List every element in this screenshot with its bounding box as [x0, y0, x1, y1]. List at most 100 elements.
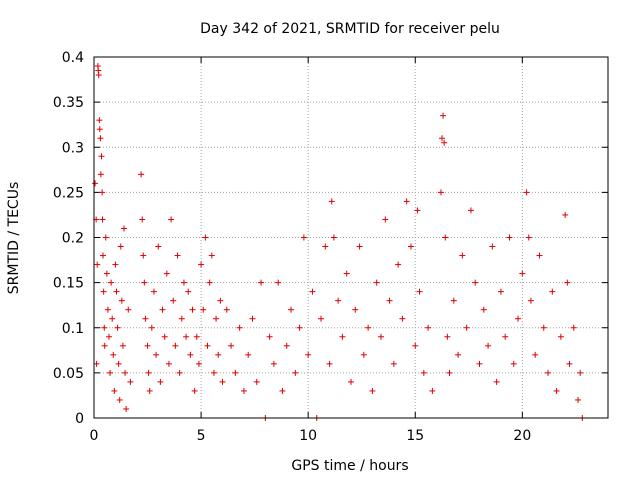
data-point	[102, 234, 109, 241]
data-point	[104, 306, 111, 313]
data-point	[249, 315, 256, 322]
data-point	[425, 324, 432, 331]
data-point	[118, 297, 125, 304]
y-tick-label: 0.4	[62, 50, 84, 66]
data-point	[455, 351, 462, 358]
data-point	[96, 117, 103, 124]
data-point	[97, 135, 104, 142]
data-point	[208, 252, 215, 259]
data-point	[138, 171, 145, 178]
y-tick-labels: 0 0.05 0.1 0.15 0.2 0.25 0.3 0.35 0.4	[53, 50, 84, 427]
data-point	[390, 360, 397, 367]
data-point	[210, 369, 217, 376]
data-point	[382, 216, 389, 223]
data-point	[114, 324, 121, 331]
data-point	[288, 306, 295, 313]
data-point	[540, 324, 547, 331]
data-point	[94, 261, 101, 268]
data-point	[228, 342, 235, 349]
data-point	[386, 297, 393, 304]
data-point	[189, 306, 196, 313]
data-point	[536, 252, 543, 259]
data-point	[223, 306, 230, 313]
data-point	[399, 315, 406, 322]
y-tick-label: 0.15	[53, 276, 84, 292]
data-point	[144, 342, 151, 349]
data-point	[236, 324, 243, 331]
plot-frame	[93, 56, 609, 419]
x-axis-label: GPS time / hours	[291, 458, 408, 474]
data-point	[120, 225, 127, 232]
data-point	[159, 306, 166, 313]
data-point	[335, 297, 342, 304]
data-point	[153, 351, 160, 358]
data-point	[510, 360, 517, 367]
data-point	[296, 324, 303, 331]
data-point	[100, 288, 107, 295]
data-point	[414, 207, 421, 214]
data-point	[519, 270, 526, 277]
data-point	[112, 261, 119, 268]
data-point	[245, 351, 252, 358]
data-point	[139, 216, 146, 223]
data-point	[407, 243, 414, 250]
data-point	[183, 333, 190, 340]
data-point	[577, 369, 584, 376]
data-point	[575, 396, 582, 403]
y-tick-label: 0.05	[53, 366, 84, 382]
data-point	[266, 333, 273, 340]
data-point	[480, 306, 487, 313]
data-point	[441, 139, 448, 146]
data-point	[348, 378, 354, 385]
data-point	[416, 288, 423, 295]
data-point	[213, 315, 220, 322]
data-point	[523, 189, 530, 196]
data-point	[161, 333, 168, 340]
data-point	[148, 324, 155, 331]
y-tick-label: 0	[75, 411, 84, 427]
y-axis-label: SRMTID / TECUs	[6, 182, 22, 295]
x-tick-label: 20	[513, 428, 531, 444]
data-point	[217, 297, 224, 304]
x-tick-label: 15	[406, 428, 424, 444]
data-point	[123, 405, 130, 412]
data-point	[98, 153, 105, 160]
data-point	[187, 351, 194, 358]
data-point	[527, 297, 534, 304]
data-point	[476, 360, 483, 367]
data-point	[305, 351, 312, 358]
data-point	[339, 333, 346, 340]
data-point	[318, 315, 325, 322]
data-point	[172, 342, 179, 349]
data-point	[103, 270, 110, 277]
data-point	[502, 333, 509, 340]
data-point	[109, 315, 116, 322]
data-point	[185, 288, 192, 295]
data-point	[170, 297, 177, 304]
data-point	[450, 297, 457, 304]
data-point	[444, 333, 451, 340]
data-point	[115, 360, 122, 367]
data-point	[328, 198, 335, 205]
data-point	[140, 252, 147, 259]
data-point	[108, 279, 115, 286]
data-point	[352, 306, 359, 313]
data-point	[253, 378, 260, 385]
data-point	[439, 135, 446, 142]
data-point	[191, 387, 198, 394]
data-point	[176, 369, 183, 376]
data-point	[105, 333, 112, 340]
data-point	[270, 360, 277, 367]
data-point	[157, 378, 164, 385]
data-point	[570, 324, 577, 331]
data-point	[292, 369, 299, 376]
data-point	[373, 279, 380, 286]
data-point	[142, 315, 149, 322]
data-point	[566, 360, 573, 367]
data-point	[356, 243, 363, 250]
data-point	[532, 351, 539, 358]
data-point	[202, 234, 209, 241]
data-point	[122, 369, 129, 376]
data-point	[330, 234, 337, 241]
data-point	[200, 306, 207, 313]
